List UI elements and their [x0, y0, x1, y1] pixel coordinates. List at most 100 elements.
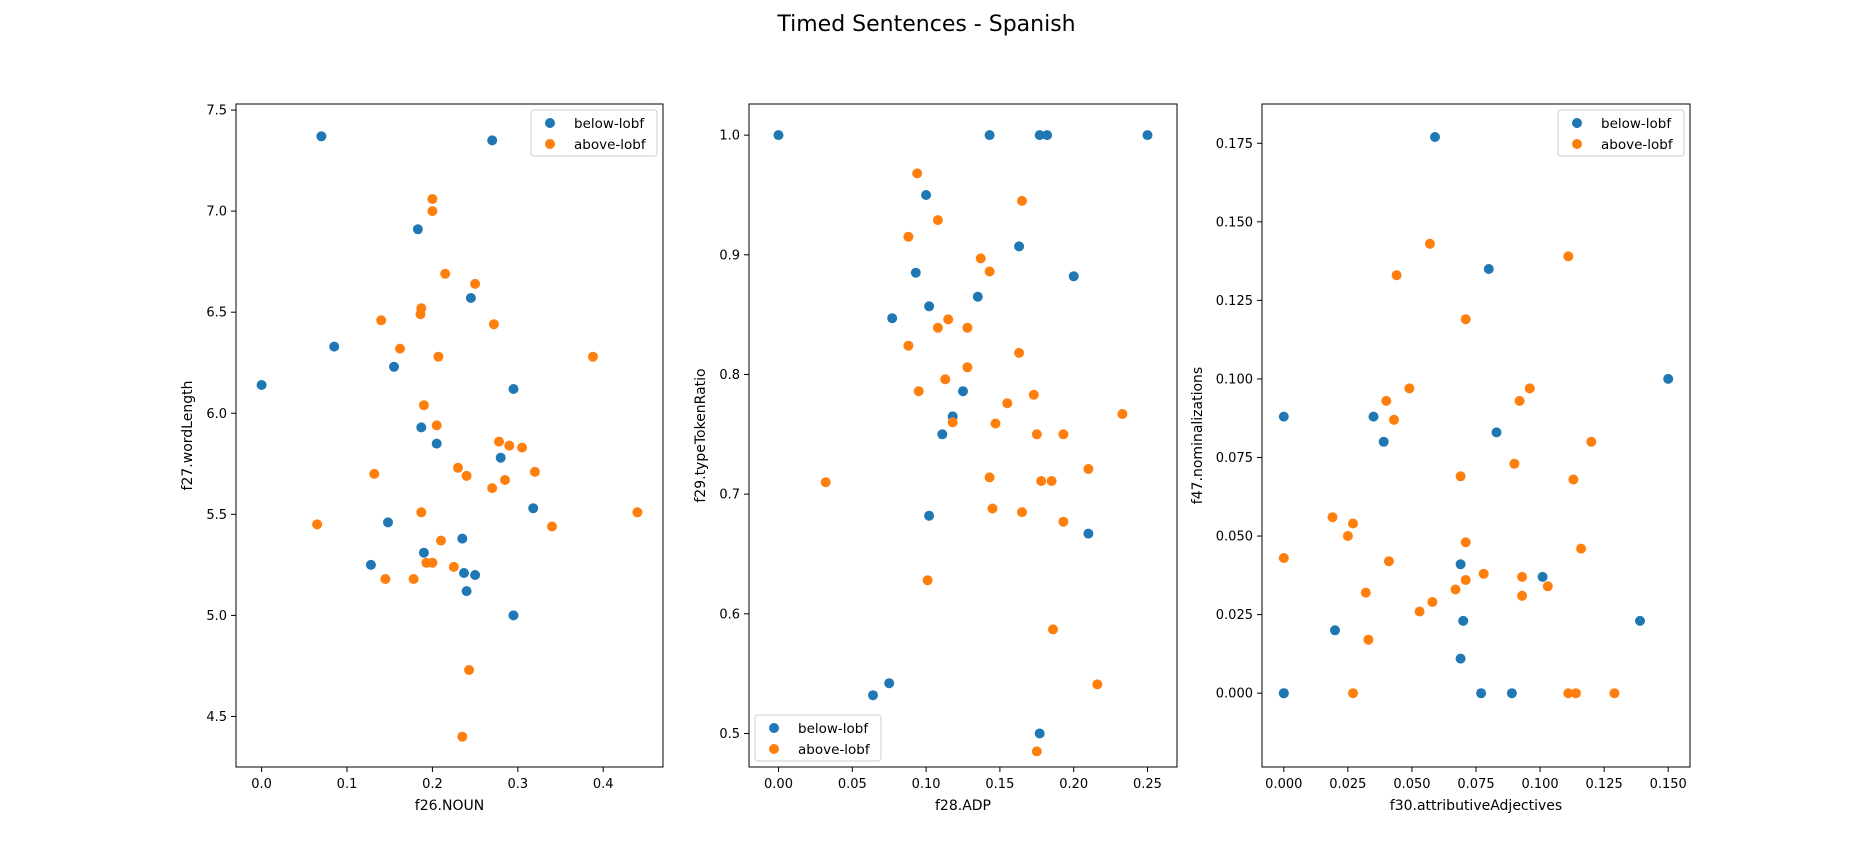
above-lobf-point [940, 374, 951, 385]
x-tick-label: 0.000 [1265, 777, 1302, 792]
above-lobf-point [470, 278, 481, 289]
below-lobf-point [416, 422, 427, 433]
below-lobf-point [1476, 688, 1487, 699]
above-lobf-point [1383, 556, 1394, 567]
above-lobf-point [1517, 571, 1528, 582]
below-lobf-point [887, 313, 898, 324]
above-lobf-point [975, 253, 986, 264]
above-lobf-point [1017, 507, 1027, 518]
below-lobf-point [465, 293, 476, 303]
above-lobf-point [903, 231, 914, 242]
below-lobf-point [459, 568, 469, 578]
below-lobf-point [256, 380, 267, 390]
below-lobf-point [1068, 271, 1079, 282]
y-tick-label: 5.5 [206, 508, 227, 523]
above-lobf-point [1404, 383, 1415, 394]
y-tick-label: 6.0 [206, 407, 227, 422]
subplot-1: 0.0 0.1 0.2 0.3 0.4 4.5 5.0 5.5 6.0 6.5 7.0 7.5 f26.… [180, 103, 664, 814]
below-lobf-point [316, 131, 327, 142]
above-lobf-point [1524, 383, 1535, 394]
x-tick-label: 0.4 [593, 777, 614, 792]
below-lobf-point [1483, 264, 1494, 274]
y-tick-label: 6.5 [206, 306, 227, 321]
legend-box [1557, 109, 1685, 157]
y-tick-label: 0.025 [1216, 608, 1253, 623]
above-lobf-point [427, 206, 438, 217]
above-lobf-point [947, 417, 958, 428]
above-lobf-point [1058, 516, 1069, 527]
figure-title: Timed Sentences - Spanish [777, 12, 1076, 37]
above-lobf-point [1586, 436, 1597, 447]
below-lobf-point [1278, 411, 1289, 422]
above-lobf-point [1414, 606, 1425, 617]
x-axis-label: f26.NOUN [415, 798, 484, 814]
below-lobf-point [1142, 130, 1153, 141]
legend: below-lobf above-lobf [754, 714, 882, 762]
above-lobf-point [1278, 553, 1289, 563]
points-group [773, 130, 1153, 757]
legend: below-lobf above-lobf [1557, 109, 1685, 157]
above-lobf-point [1568, 474, 1579, 485]
above-lobf-point [1450, 584, 1461, 595]
above-lobf-point [1517, 590, 1528, 601]
x-tick-label: 0.10 [912, 777, 941, 792]
above-lobf-point [990, 418, 1001, 429]
y-tick-label: 0.150 [1216, 215, 1253, 230]
above-lobf-legend-marker [1572, 139, 1582, 149]
above-lobf-point [987, 503, 998, 514]
above-lobf-point [1509, 458, 1520, 469]
x-tick-label: 0.150 [1650, 777, 1687, 792]
below-lobf-point [1506, 688, 1517, 699]
above-lobf-legend-marker [769, 744, 779, 754]
y-tick-label: 4.5 [206, 710, 227, 725]
below-lobf-point [1014, 241, 1025, 252]
above-lobf-point [529, 466, 540, 477]
above-lobf-point [408, 574, 419, 584]
above-lobf-point [453, 462, 463, 473]
below-lobf-point [470, 570, 481, 580]
above-lobf-point [1455, 471, 1466, 482]
above-lobf-point [984, 266, 995, 277]
above-lobf-point [1389, 414, 1399, 425]
above-lobf-point [1036, 476, 1047, 486]
below-lobf-point [1042, 130, 1053, 141]
below-lobf-point [921, 190, 932, 200]
above-lobf-point [1542, 581, 1553, 592]
above-lobf-point [1031, 429, 1042, 440]
x-tick-label: 0.00 [764, 777, 793, 792]
above-lobf-point [395, 343, 405, 354]
y-tick-label: 0.000 [1216, 687, 1253, 702]
below-lobf-point [383, 517, 393, 528]
below-lobf-point [508, 610, 519, 621]
below-lobf-point [495, 452, 506, 463]
above-lobf-point [632, 507, 643, 518]
above-lobf-point [494, 436, 504, 447]
legend-entry: above-lobf [798, 742, 871, 758]
below-lobf-legend-marker [545, 118, 555, 128]
below-lobf-point [1663, 373, 1674, 384]
below-lobf-legend-marker [769, 723, 779, 733]
y-tick-label: 0.9 [719, 248, 740, 263]
x-tick-label: 0.125 [1586, 777, 1623, 792]
below-lobf-point [868, 690, 878, 701]
above-lobf-point [1478, 568, 1489, 579]
above-lobf-point [487, 483, 498, 494]
above-lobf-point [1576, 543, 1587, 554]
above-lobf-point [416, 507, 427, 518]
legend-box [754, 714, 882, 762]
below-lobf-point [1034, 130, 1045, 141]
y-tick-label: 0.100 [1216, 372, 1253, 387]
above-lobf-point [984, 472, 995, 483]
below-lobf-point [984, 130, 995, 141]
below-lobf-point [958, 386, 968, 397]
above-lobf-point [903, 340, 914, 351]
above-lobf-point [1460, 575, 1471, 585]
y-axis-label: f27.wordLength [180, 381, 196, 491]
above-lobf-point [1031, 746, 1042, 757]
y-axis-label: f29.typeTokenRatio [693, 368, 709, 502]
above-lobf-point [504, 440, 515, 451]
above-lobf-point [1424, 238, 1435, 249]
axes-frame [1261, 103, 1691, 768]
below-lobf-point [1430, 132, 1440, 142]
below-lobf-point [1368, 411, 1379, 422]
